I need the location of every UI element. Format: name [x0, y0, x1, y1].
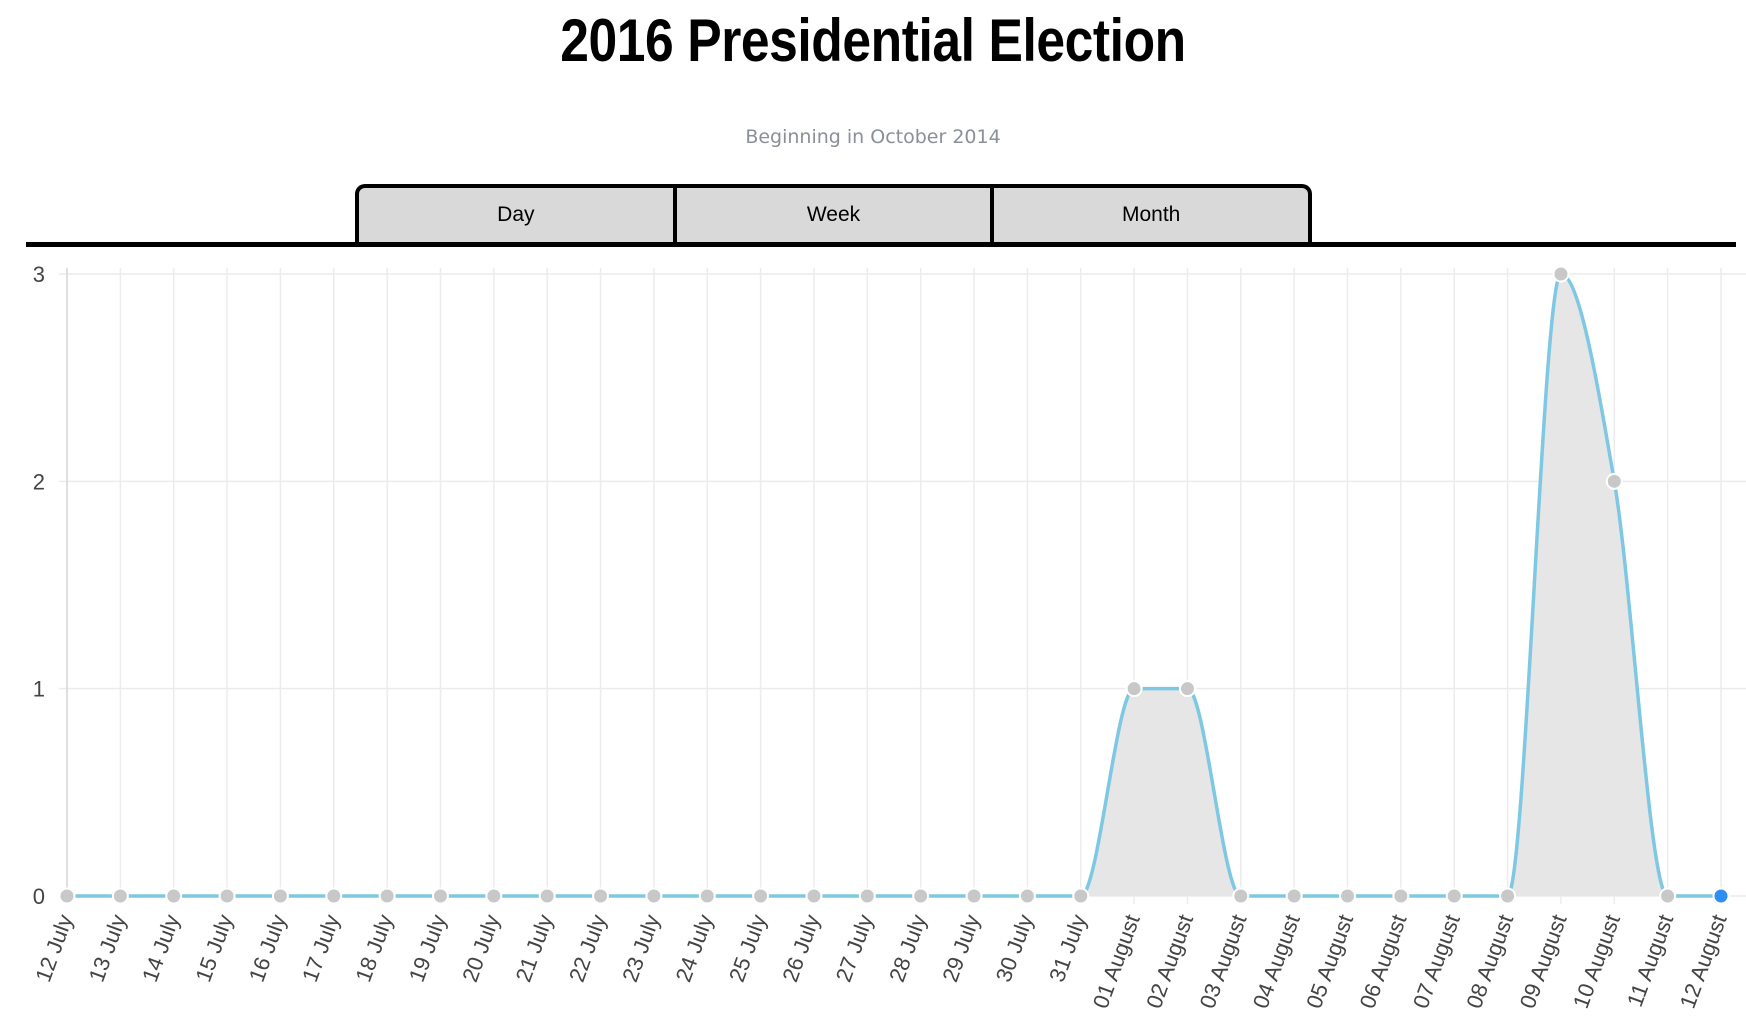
y-tick-label: 2 — [33, 469, 45, 494]
data-point — [1499, 887, 1517, 905]
x-tick-label: 14 July — [137, 911, 184, 985]
x-tick-label: 04 August — [1248, 911, 1305, 1012]
data-point — [485, 887, 503, 905]
x-tick-label: 21 July — [511, 911, 558, 985]
data-point — [1125, 680, 1143, 698]
x-tick-label: 24 July — [671, 911, 718, 985]
x-tick-label: 02 August — [1141, 911, 1198, 1012]
x-tick-label: 29 July — [937, 911, 984, 985]
x-tick-label: 28 July — [884, 911, 931, 985]
y-tick-label: 1 — [33, 677, 45, 702]
x-tick-label: 18 July — [350, 911, 397, 985]
tab-month[interactable]: Month — [990, 188, 1308, 242]
x-tick-label: 30 July — [991, 911, 1038, 985]
data-point — [538, 887, 556, 905]
data-point — [271, 887, 289, 905]
data-point — [1605, 472, 1623, 490]
data-point — [1659, 887, 1677, 905]
data-point — [1018, 887, 1036, 905]
data-point — [218, 887, 236, 905]
x-tick-label: 20 July — [457, 911, 504, 985]
data-point — [1339, 887, 1357, 905]
tab-day[interactable]: Day — [497, 203, 535, 226]
data-point — [752, 887, 770, 905]
x-tick-label: 25 July — [724, 911, 771, 985]
y-tick-label: 0 — [33, 884, 45, 909]
x-tick-label: 13 July — [84, 911, 131, 985]
data-point — [58, 887, 76, 905]
data-point — [431, 887, 449, 905]
x-tick-label: 31 July — [1044, 911, 1091, 985]
series-line — [67, 272, 1721, 898]
x-tick-label: 19 July — [404, 911, 451, 985]
x-tick-label: 12 August — [1675, 911, 1732, 1012]
y-tick-label: 3 — [33, 262, 45, 287]
x-tick-label: 17 July — [297, 911, 344, 985]
data-point — [325, 887, 343, 905]
x-tick-label: 05 August — [1301, 911, 1358, 1012]
chart-subtitle: Beginning in October 2014 — [745, 126, 1001, 148]
x-tick-label: 27 July — [831, 911, 878, 985]
x-tick-label: 06 August — [1355, 911, 1412, 1012]
data-point — [805, 887, 823, 905]
x-tick-label: 10 August — [1568, 911, 1625, 1012]
x-tick-label: 01 August — [1088, 911, 1145, 1012]
data-point — [1712, 887, 1730, 905]
x-tick-label: 08 August — [1461, 911, 1518, 1012]
x-tick-label: 15 July — [190, 911, 237, 985]
data-point — [698, 887, 716, 905]
data-point — [1552, 265, 1570, 283]
data-point — [1072, 887, 1090, 905]
series-area — [67, 274, 1721, 896]
data-point — [645, 887, 663, 905]
x-tick-label: 16 July — [244, 911, 291, 985]
data-point — [1232, 887, 1250, 905]
x-tick-label: 22 July — [564, 911, 611, 985]
data-point — [111, 887, 129, 905]
x-tick-label: 09 August — [1515, 911, 1572, 1012]
x-tick-label: 12 July — [30, 911, 77, 985]
x-tick-label: 23 July — [617, 911, 664, 985]
data-point — [1392, 887, 1410, 905]
data-point — [378, 887, 396, 905]
tab-week[interactable]: Week — [672, 188, 991, 242]
x-tick-label: 26 July — [777, 911, 824, 985]
x-tick-label: 07 August — [1408, 911, 1465, 1012]
data-point — [1445, 887, 1463, 905]
x-tick-label: 11 August — [1622, 911, 1678, 1010]
period-tabs: Day Week Month — [355, 184, 1312, 242]
data-point — [165, 887, 183, 905]
data-point — [858, 887, 876, 905]
data-point — [1285, 887, 1303, 905]
data-point — [1178, 680, 1196, 698]
data-point — [592, 887, 610, 905]
chart-title: 2016 Presidential Election — [560, 7, 1186, 74]
data-point — [965, 887, 983, 905]
tab-divider — [26, 242, 1736, 247]
x-tick-label: 03 August — [1195, 911, 1252, 1012]
data-point — [912, 887, 930, 905]
